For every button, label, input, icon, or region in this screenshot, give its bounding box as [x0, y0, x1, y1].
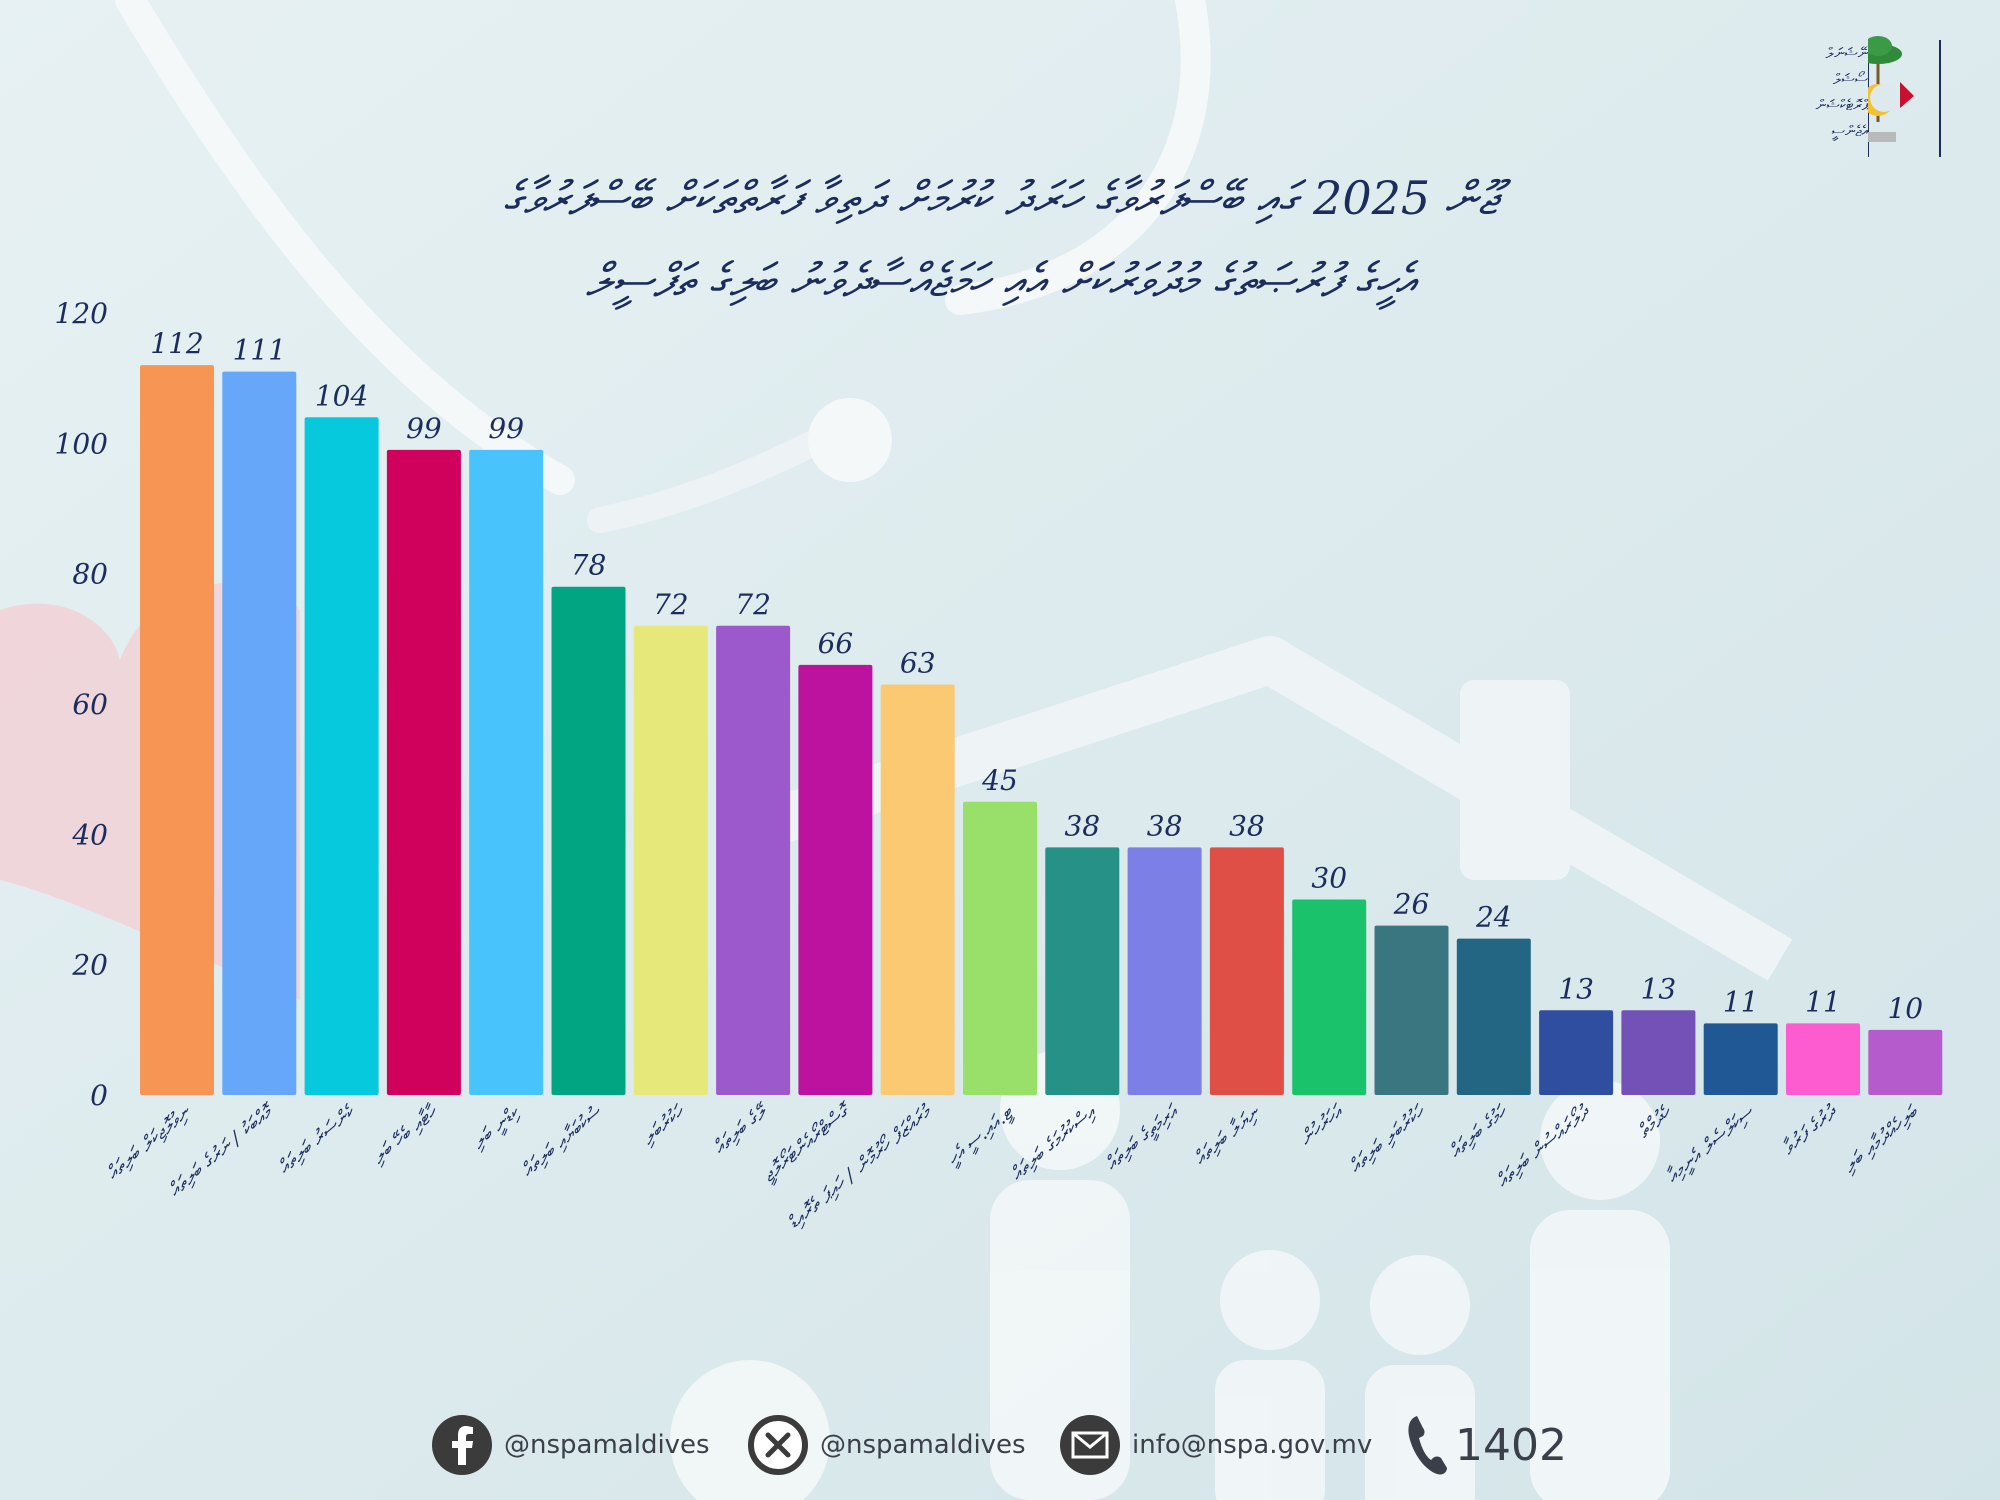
data-label: 13 — [1558, 972, 1594, 1005]
data-label: 99 — [488, 412, 524, 445]
bar — [386, 449, 461, 1096]
data-label: 10 — [1887, 992, 1923, 1025]
x-tick-label: ހާޓާއި ބެހޭ ބަލި — [367, 1100, 443, 1169]
bar — [222, 371, 297, 1095]
y-tick-label: 100 — [55, 427, 108, 460]
data-label: 13 — [1641, 972, 1677, 1005]
x-tick-label: ހަމުގެ ބަލިތައް — [1445, 1100, 1513, 1162]
bar — [469, 449, 544, 1096]
data-label: 11 — [1805, 985, 1841, 1018]
x-tick-label: މުރައްޒަފް ހޯރުމޮން / ހައިޕަ ތެރޮއިޑް — [783, 1100, 937, 1234]
y-tick-label: 0 — [90, 1079, 108, 1112]
x-tick-label: ކިޑްނީ ބަލި — [467, 1101, 525, 1155]
data-label: 72 — [735, 588, 771, 621]
bar — [1786, 1023, 1860, 1095]
facebook-icon[interactable] — [432, 1415, 492, 1475]
bar — [1868, 1029, 1943, 1095]
data-label: 38 — [1229, 809, 1265, 842]
data-label: 38 — [1147, 809, 1183, 842]
y-tick-label: 80 — [72, 558, 108, 591]
bar — [1539, 1010, 1614, 1095]
bar — [1292, 899, 1367, 1095]
chart-title-line-1: ޖޫން 2025 ގައި ބޭސްފަރުވާގެ ހަރަދު ކުރުމ… — [502, 171, 1498, 225]
y-tick-label: 60 — [72, 688, 108, 721]
phone-icon — [1408, 1416, 1447, 1475]
footer-facebook[interactable]: @nspamaldives — [432, 1412, 710, 1478]
data-label: 24 — [1475, 901, 1512, 934]
email-address[interactable]: info@nspa.gov.mv — [1132, 1430, 1373, 1460]
data-label: 30 — [1311, 862, 1347, 895]
agency-name-line-2: ސޯޝަލް — [1832, 70, 1868, 88]
bar — [551, 586, 626, 1095]
x-handle[interactable]: @nspamaldives — [820, 1430, 1026, 1460]
x-icon[interactable] — [748, 1415, 808, 1475]
data-label: 63 — [900, 646, 936, 679]
footer-x[interactable]: @nspamaldives — [748, 1412, 1026, 1478]
bar — [963, 801, 1037, 1095]
x-tick-label: ސުކުބަޔާއި ބަލިތައް — [517, 1101, 608, 1182]
agency-logo: ނޭޝަނަލް ސޯޝަލް ޕްރޮޓެކްޝަން އެޖެންސީ — [1700, 32, 1950, 167]
x-tick-label: ސިކަލްސެލް އެނީމިއާ — [1662, 1101, 1760, 1189]
email-icon[interactable] — [1060, 1415, 1120, 1475]
x-tick-label: އަހަރުހުން — [1295, 1100, 1349, 1150]
bar — [880, 684, 955, 1095]
y-tick-label: 20 — [71, 949, 108, 982]
agency-name-line-3: ޕްރޮޓެކްޝަން — [1815, 96, 1868, 114]
data-label: 111 — [233, 334, 286, 367]
bar — [1209, 847, 1284, 1095]
bar — [1703, 1023, 1778, 1095]
x-tick-label: ނިޔަލާ ބަލިތައް — [1190, 1101, 1266, 1170]
data-label: 72 — [653, 588, 689, 621]
x-tick-label: ލޭގެ ބަލިތައް — [709, 1098, 775, 1158]
facebook-handle[interactable]: @nspamaldives — [504, 1430, 710, 1460]
data-label: 26 — [1393, 888, 1430, 921]
data-label: 66 — [818, 627, 854, 660]
agency-name-line-4: އެޖެންސީ — [1831, 122, 1868, 140]
bar — [140, 365, 214, 1096]
bar — [1045, 847, 1120, 1095]
footer-email[interactable]: info@nspa.gov.mv — [1060, 1412, 1372, 1478]
footer-phone[interactable]: 1402 — [1405, 1412, 1567, 1478]
data-label: 38 — [1064, 809, 1100, 842]
bar — [1456, 938, 1531, 1095]
x-tick-label: އިސްކުރުމަގެ ބަލިތައް — [1006, 1101, 1101, 1185]
bar — [1374, 925, 1449, 1095]
agency-name: ނޭޝަނަލް ސޯޝަލް ޕްރޮޓެކްޝަން އެޖެންސީ — [1718, 40, 1868, 144]
maldives-emblem-icon — [1868, 36, 1941, 157]
data-label: 11 — [1723, 985, 1759, 1018]
bar — [716, 625, 791, 1095]
bar — [304, 417, 379, 1095]
data-label: 104 — [315, 379, 368, 412]
x-tick-label: ހެދުމްތް — [1633, 1101, 1677, 1143]
x-tick-label: ދުލޯރައްސުން ބަލިތައް — [1492, 1100, 1596, 1192]
bar — [798, 664, 873, 1095]
chart-title-line-2: އެހީގެ ފުރުޞަތުގެ މުދުވަރުކަށް އެއި ހަމަ… — [585, 253, 1415, 307]
x-tick-label: ހަކުރުބަލި — [637, 1100, 690, 1150]
x-tick-label: ބަލިހެއްދުމާއި ބަލި — [1838, 1101, 1924, 1178]
data-label: 99 — [406, 412, 442, 445]
agency-name-line-1: ނޭޝަނަލް — [1825, 44, 1868, 62]
x-tick-label: ހަކުރުބަލި ބަލިތައް — [1345, 1100, 1431, 1177]
bar — [1621, 1010, 1696, 1095]
y-tick-label: 120 — [55, 297, 108, 330]
x-tick-label: އަރިމަތީގެ ބަލިތައް — [1101, 1100, 1185, 1176]
phone-number[interactable]: 1402 — [1455, 1419, 1567, 1471]
x-tick-label: ދުރުގެ ފަރުވާ — [1778, 1100, 1843, 1160]
bar — [633, 625, 708, 1095]
data-label: 45 — [981, 764, 1018, 797]
x-tick-label: ކެންސަރު ބަލިތައް — [274, 1101, 361, 1179]
data-label: 78 — [571, 549, 607, 582]
x-tick-label: ޓީ.އައި.ސީ އެހީ — [942, 1100, 1020, 1170]
data-label: 112 — [150, 327, 203, 360]
bar — [1127, 847, 1202, 1095]
y-tick-label: 40 — [71, 818, 108, 851]
